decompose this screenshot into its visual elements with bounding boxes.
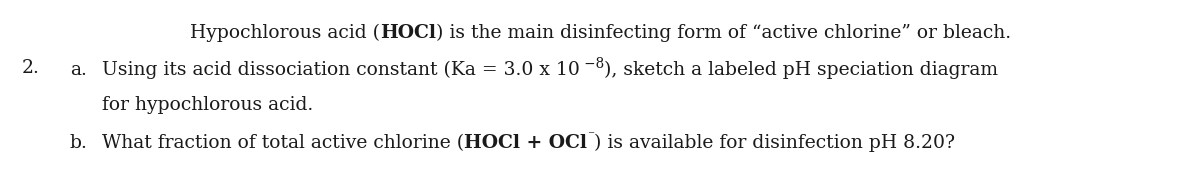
Text: What fraction of total active chlorine (: What fraction of total active chlorine ( bbox=[102, 134, 464, 152]
Text: ) is available for disinfection pH 8.20?: ) is available for disinfection pH 8.20? bbox=[594, 134, 955, 152]
Text: a.: a. bbox=[70, 61, 86, 79]
Text: ⁻: ⁻ bbox=[587, 130, 594, 144]
Text: for hypochlorous acid.: for hypochlorous acid. bbox=[102, 96, 313, 114]
Text: b.: b. bbox=[70, 134, 88, 152]
Text: −8: −8 bbox=[580, 56, 604, 71]
Text: Hypochlorous acid (: Hypochlorous acid ( bbox=[190, 24, 380, 42]
Text: ), sketch a labeled pH speciation diagram: ), sketch a labeled pH speciation diagra… bbox=[604, 61, 998, 79]
Text: 2.: 2. bbox=[22, 59, 40, 77]
Text: Using its acid dissociation constant (Ka = 3.0 x 10: Using its acid dissociation constant (Ka… bbox=[102, 61, 580, 79]
Text: HOCl: HOCl bbox=[380, 24, 436, 42]
Text: ) is the main disinfecting form of “active chlorine” or bleach.: ) is the main disinfecting form of “acti… bbox=[436, 24, 1012, 42]
Text: HOCl + OCl: HOCl + OCl bbox=[464, 134, 587, 152]
